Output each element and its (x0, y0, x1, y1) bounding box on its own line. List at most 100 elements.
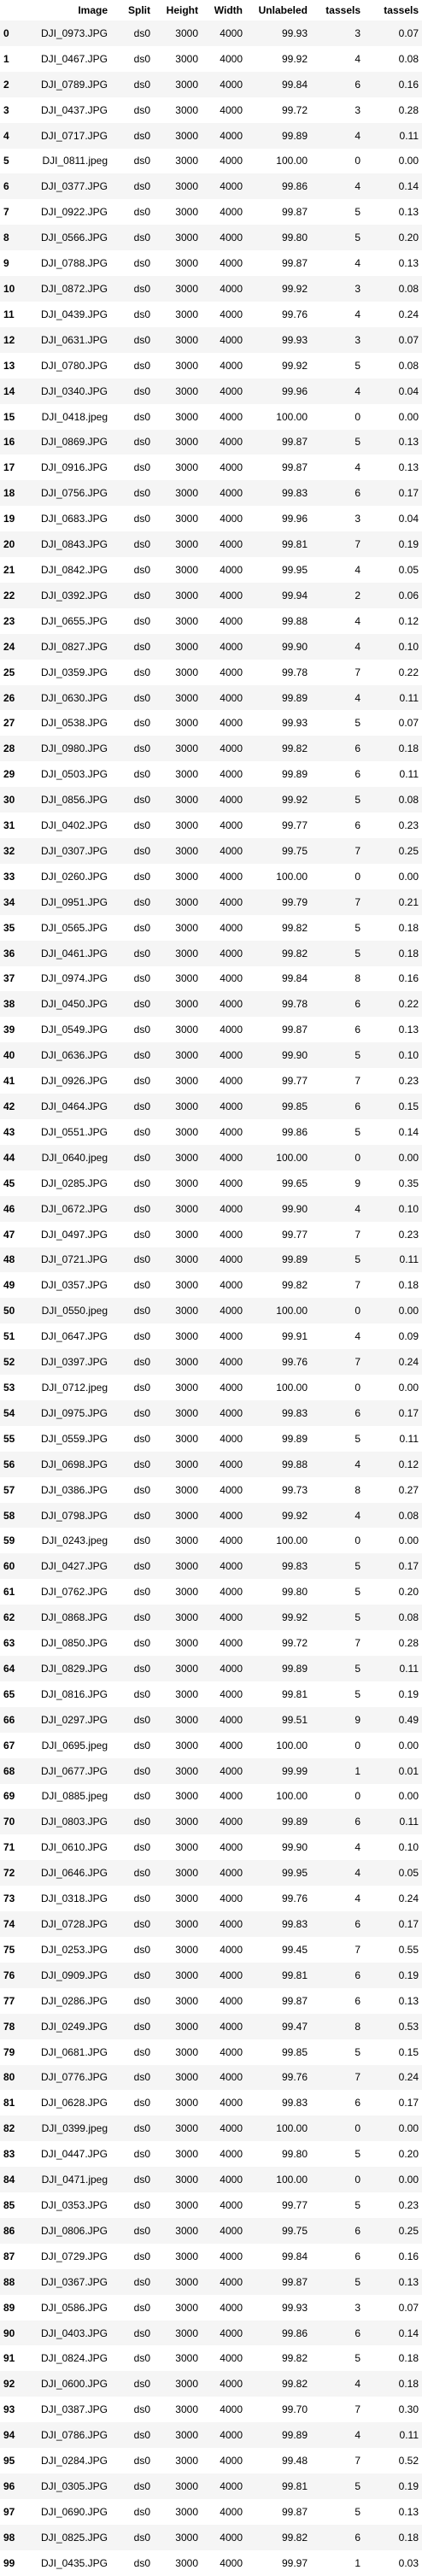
cell-tassels-count: 5 (355, 2275, 360, 2288)
cell-split: ds0 (133, 1406, 150, 1419)
cell-tassels-percent: 0.23 (398, 1228, 419, 1241)
cell-image: DJI_0538.JPG (40, 717, 108, 730)
cell-image: DJI_0437.JPG (40, 103, 108, 116)
cell-tassels-count: 6 (355, 1406, 360, 1419)
cell-width: 4000 (220, 1330, 243, 1343)
cell-unlabeled: 100.00 (276, 2122, 308, 2135)
cell-tassels-count: 5 (355, 2479, 360, 2492)
cell-split: ds0 (133, 1125, 150, 1138)
cell-height: 3000 (175, 2505, 198, 2518)
cell-height: 3000 (175, 1483, 198, 1496)
table-row: 95 DJI_0284.JPG ds0 3000 4000 99.48 7 0.52 (0, 2448, 422, 2473)
cell-tassels-count: 5 (355, 717, 360, 730)
cell-width: 4000 (220, 1713, 243, 1726)
cell-tassels-count: 7 (355, 895, 360, 908)
cell-unlabeled: 100.00 (276, 1381, 308, 1394)
table-row: 29 DJI_0503.JPG ds0 3000 4000 99.89 6 0.11 (0, 761, 422, 787)
cell-unlabeled: 99.88 (281, 1458, 308, 1470)
cell-image: DJI_0260.JPG (40, 870, 108, 883)
cell-index: 65 (3, 1687, 15, 1700)
cell-tassels-percent: 0.08 (398, 1509, 419, 1522)
cell-height: 3000 (175, 2479, 198, 2492)
cell-height: 3000 (175, 1253, 198, 1266)
cell-tassels-percent: 0.28 (398, 1637, 419, 1650)
cell-unlabeled: 99.82 (281, 2352, 308, 2365)
cell-tassels-count: 7 (355, 538, 360, 551)
cell-index: 83 (3, 2148, 15, 2161)
cell-index: 68 (3, 1764, 15, 1777)
cell-tassels-count: 0 (355, 1534, 360, 1547)
cell-height: 3000 (175, 742, 198, 755)
table-row: 57 DJI_0386.JPG ds0 3000 4000 99.73 8 0.27 (0, 1477, 422, 1503)
cell-image: DJI_0386.JPG (40, 1483, 108, 1496)
cell-tassels-count: 6 (355, 2327, 360, 2339)
cell-split: ds0 (133, 487, 150, 500)
cell-index: 33 (3, 870, 15, 883)
cell-unlabeled: 100.00 (276, 1739, 308, 1752)
cell-image: DJI_0586.JPG (40, 2301, 108, 2314)
cell-unlabeled: 99.82 (281, 2531, 308, 2544)
cell-unlabeled: 99.88 (281, 614, 308, 627)
cell-height: 3000 (175, 1586, 198, 1599)
cell-width: 4000 (220, 1177, 243, 1189)
cell-width: 4000 (220, 1509, 243, 1522)
cell-split: ds0 (133, 1790, 150, 1803)
cell-unlabeled: 99.92 (281, 359, 308, 372)
cell-height: 3000 (175, 2174, 198, 2186)
cell-height: 3000 (175, 308, 198, 320)
cell-unlabeled: 100.00 (276, 870, 308, 883)
cell-split: ds0 (133, 1662, 150, 1675)
cell-unlabeled: 99.94 (281, 589, 308, 601)
table-row: 11 DJI_0439.JPG ds0 3000 4000 99.76 4 0.24 (0, 302, 422, 327)
cell-tassels-count: 5 (355, 1586, 360, 1599)
table-row: 21 DJI_0842.JPG ds0 3000 4000 99.95 4 0.05 (0, 557, 422, 583)
cell-unlabeled: 99.87 (281, 257, 308, 270)
cell-width: 4000 (220, 1305, 243, 1317)
cell-tassels-count: 4 (355, 1330, 360, 1343)
cell-tassels-count: 7 (355, 2455, 360, 2467)
cell-image: DJI_0450.JPG (40, 998, 108, 1011)
cell-unlabeled: 99.79 (281, 895, 308, 908)
cell-unlabeled: 99.92 (281, 52, 308, 65)
cell-tassels-count: 6 (355, 1994, 360, 2007)
cell-width: 4000 (220, 2148, 243, 2161)
table-row: 0 DJI_0973.JPG ds0 3000 4000 99.93 3 0.07 (0, 21, 422, 46)
cell-height: 3000 (175, 26, 198, 39)
cell-split: ds0 (133, 283, 150, 296)
table-row: 37 DJI_0974.JPG ds0 3000 4000 99.84 8 0.16 (0, 966, 422, 992)
cell-unlabeled: 99.89 (281, 768, 308, 781)
cell-tassels-count: 3 (355, 2301, 360, 2314)
cell-unlabeled: 99.83 (281, 1560, 308, 1573)
table-row: 91 DJI_0824.JPG ds0 3000 4000 99.82 5 0.18 (0, 2345, 422, 2371)
cell-height: 3000 (175, 2020, 198, 2033)
cell-image: DJI_0284.JPG (40, 2455, 108, 2467)
cell-width: 4000 (220, 921, 243, 934)
cell-image: DJI_0387.JPG (40, 2403, 108, 2416)
cell-split: ds0 (133, 359, 150, 372)
cell-split: ds0 (133, 1330, 150, 1343)
cell-height: 3000 (175, 538, 198, 551)
cell-index: 95 (3, 2455, 15, 2467)
cell-tassels-count: 9 (355, 1177, 360, 1189)
cell-width: 4000 (220, 129, 243, 142)
table-row: 16 DJI_0869.JPG ds0 3000 4000 99.87 5 0.13 (0, 429, 422, 455)
table-row: 56 DJI_0698.JPG ds0 3000 4000 99.88 4 0.12 (0, 1451, 422, 1477)
cell-width: 4000 (220, 1125, 243, 1138)
cell-split: ds0 (133, 2429, 150, 2442)
cell-height: 3000 (175, 1125, 198, 1138)
cell-split: ds0 (133, 1356, 150, 1369)
cell-image: DJI_0975.JPG (40, 1406, 108, 1419)
cell-tassels-percent: 0.00 (398, 2122, 419, 2135)
column-header-width: Width (214, 4, 243, 16)
cell-split: ds0 (133, 206, 150, 219)
cell-index: 61 (3, 1586, 15, 1599)
cell-tassels-percent: 0.13 (398, 2505, 419, 2518)
cell-width: 4000 (220, 794, 243, 807)
cell-height: 3000 (175, 1279, 198, 1292)
cell-image: DJI_0646.JPG (40, 1867, 108, 1880)
cell-index: 20 (3, 538, 15, 551)
cell-unlabeled: 99.89 (281, 2429, 308, 2442)
cell-image: DJI_0762.JPG (40, 1586, 108, 1599)
cell-image: DJI_0829.JPG (40, 1662, 108, 1675)
